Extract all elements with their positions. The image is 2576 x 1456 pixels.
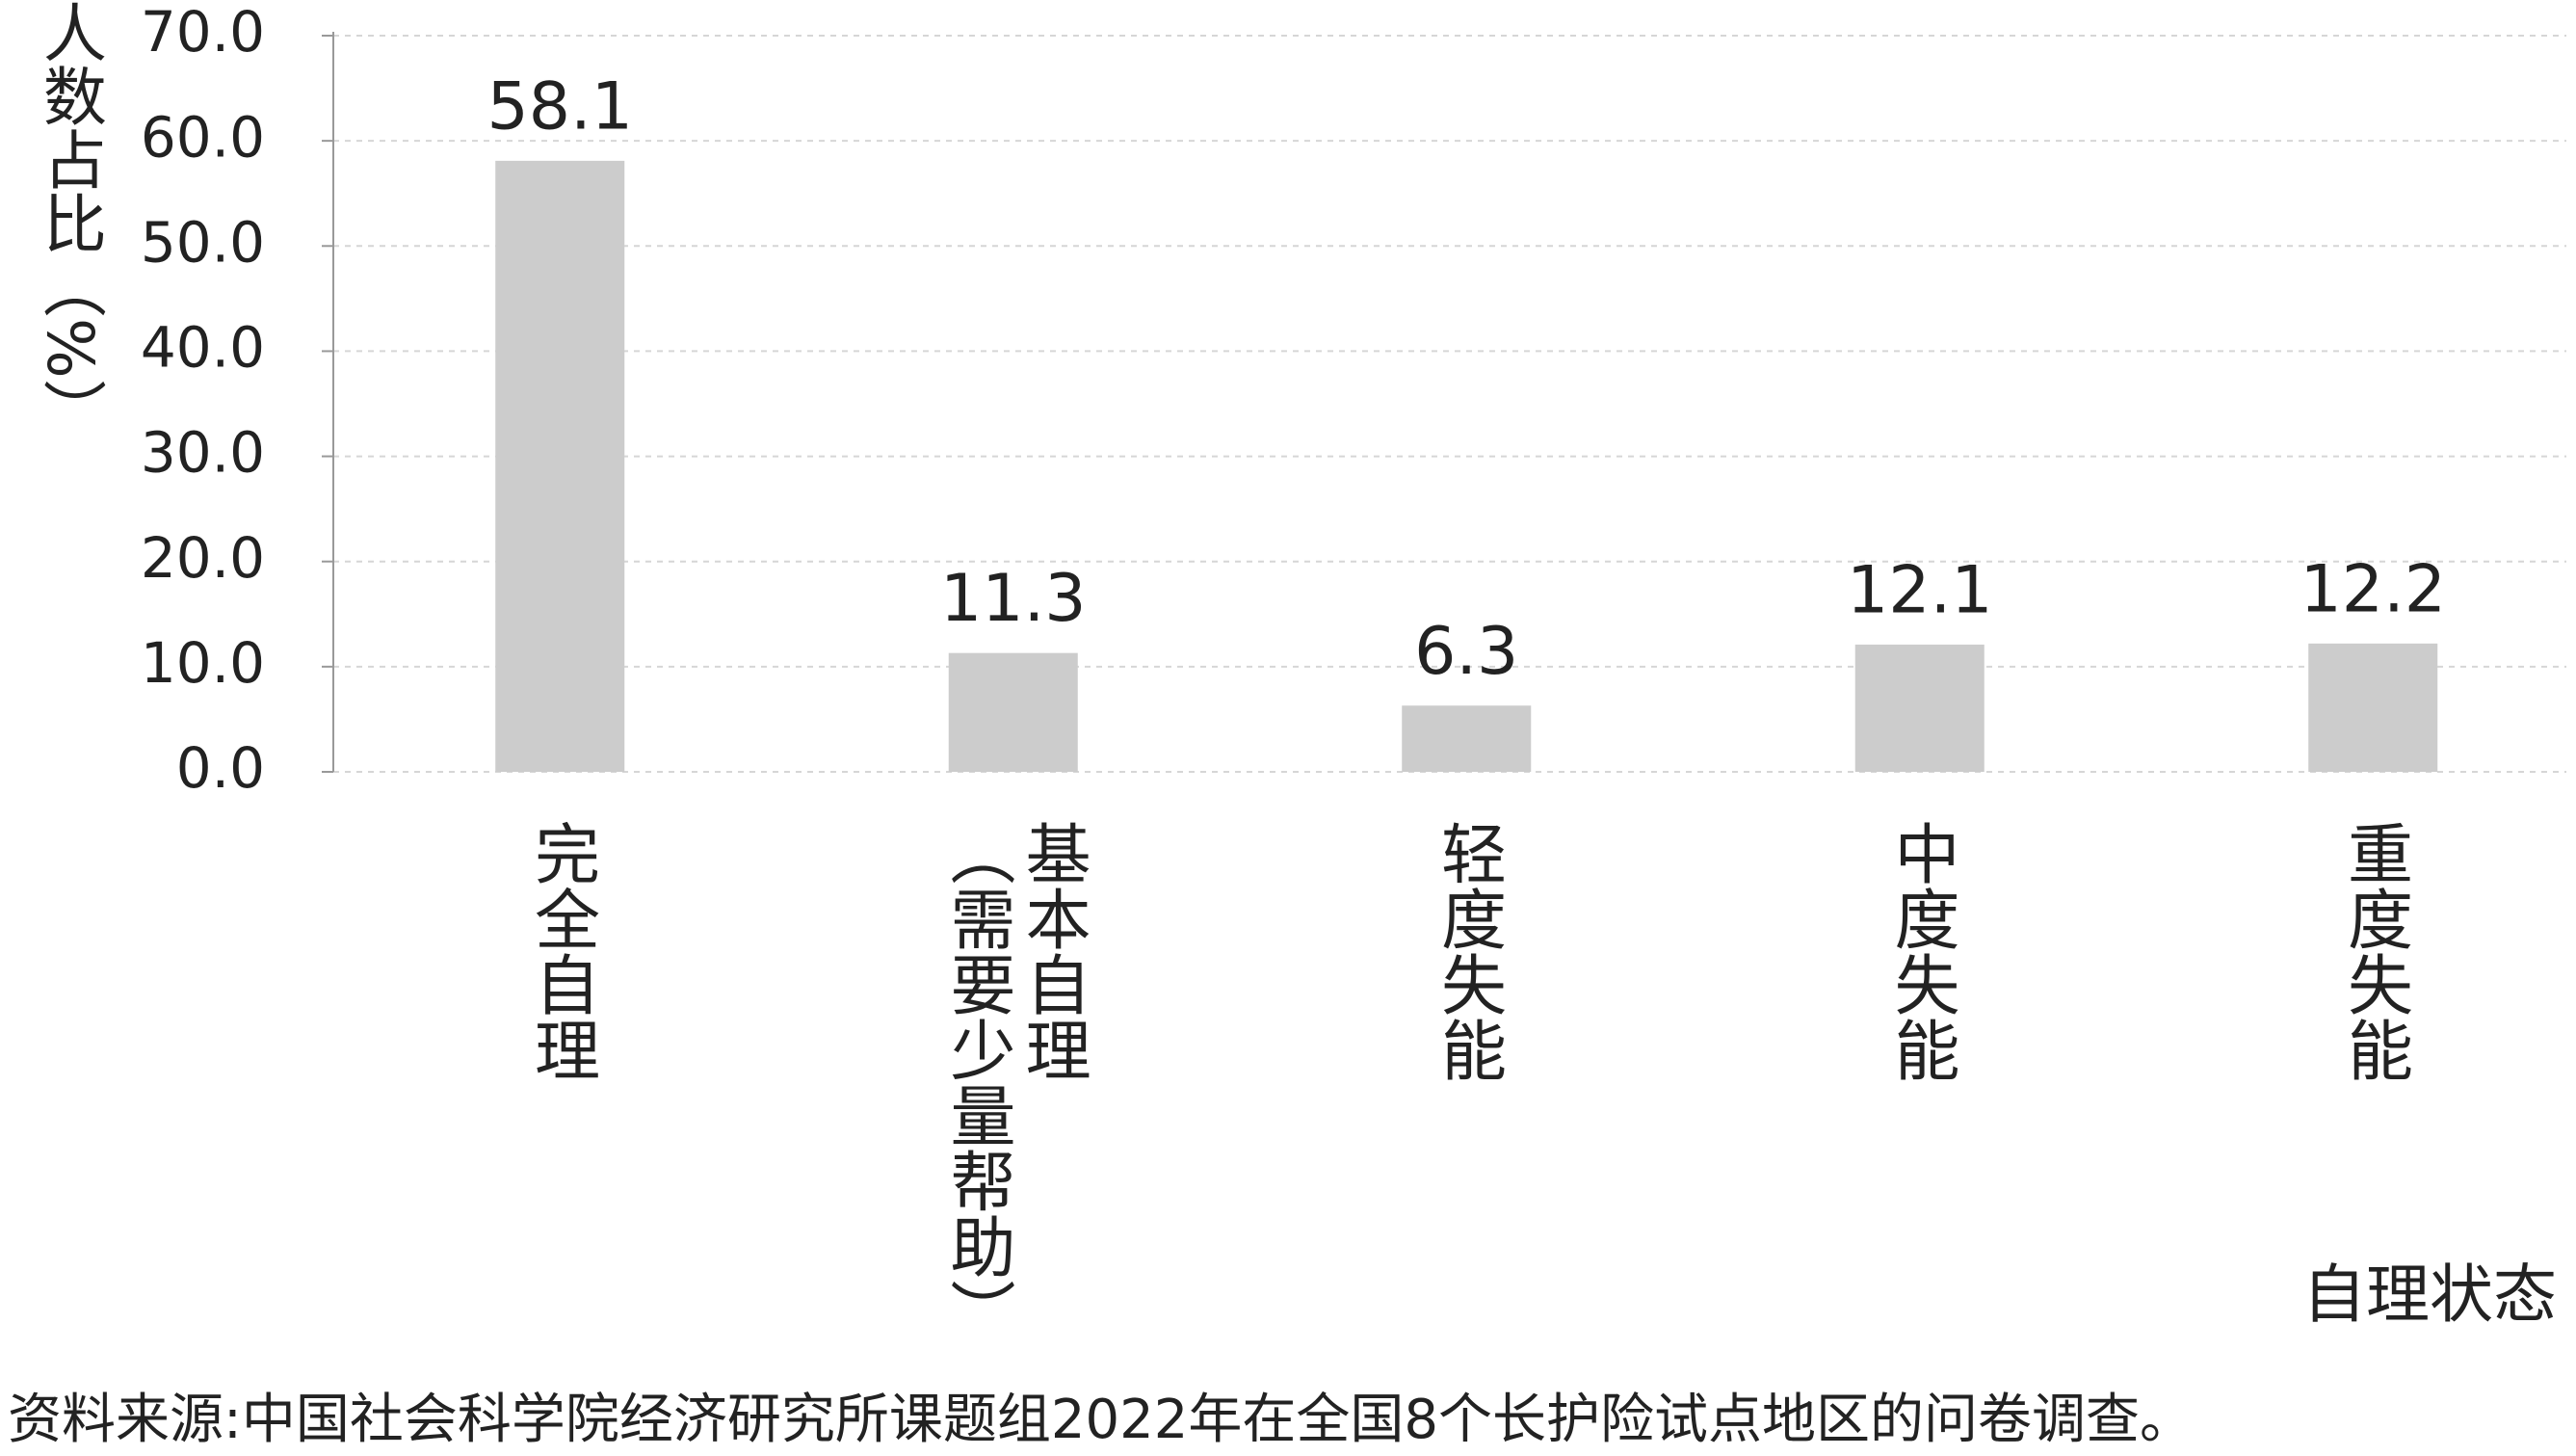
y-tick-label: 50.0	[141, 209, 265, 275]
y-tick-label: 0.0	[176, 735, 265, 801]
x-axis-title: 自理状态	[2302, 1257, 2557, 1332]
value-label: 11.3	[940, 561, 1086, 637]
x-tick-label: 轻度失能	[1429, 820, 1506, 1082]
value-label: 12.2	[2300, 551, 2446, 627]
value-label: 6.3	[1414, 614, 1518, 690]
source-note: 资料来源:中国社会科学院经济研究所课题组2022年在全国8个长护险试点地区的问卷…	[8, 1389, 2195, 1451]
x-tick-label: 重度失能	[2335, 820, 2412, 1082]
x-tick-label: 中度失能	[1881, 820, 1958, 1082]
bar	[2308, 643, 2438, 772]
y-tick-label: 30.0	[141, 420, 265, 486]
x-tick-label: 基本自理 （需要少量帮助）	[937, 820, 1091, 1344]
value-label: 12.1	[1847, 552, 1992, 628]
y-tick-label: 20.0	[141, 525, 265, 591]
y-tick-label: 70.0	[141, 0, 265, 65]
value-label: 58.1	[487, 68, 633, 145]
y-tick-label: 10.0	[141, 630, 265, 696]
bar	[1854, 644, 1985, 772]
bar	[948, 652, 1078, 772]
y-tick-label: 60.0	[141, 104, 265, 170]
y-axis-title: 人数占比（%）	[32, 0, 107, 442]
y-tick-label: 40.0	[141, 315, 265, 381]
x-tick-label: 完全自理	[522, 820, 599, 1082]
bar	[495, 160, 625, 772]
bar	[1402, 705, 1532, 772]
